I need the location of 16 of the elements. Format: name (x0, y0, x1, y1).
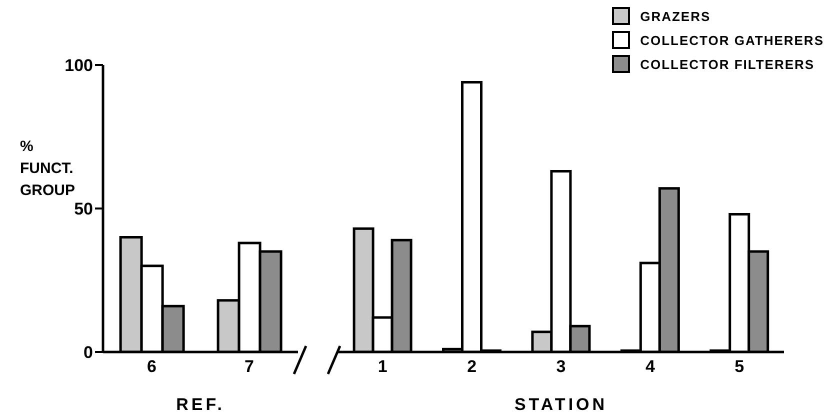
legend-label: GRAZERS (640, 8, 711, 24)
x-tick-label: 5 (734, 357, 744, 376)
y-tick-label: 0 (84, 343, 93, 362)
y-tick-label: 100 (64, 56, 93, 76)
x-tick-label: 6 (147, 357, 156, 376)
x-tick-label: 4 (645, 357, 656, 376)
x-axis-title: STATION (514, 395, 608, 412)
x-tick-label: 2 (467, 357, 477, 376)
x-tick-label: 7 (244, 357, 254, 376)
y-axis-title: % FUNCT. GROUP (20, 138, 76, 199)
x-axis-title: REF. (176, 395, 225, 412)
legend-label: COLLECTOR GATHERERS (640, 32, 824, 48)
x-tick-label: 3 (556, 357, 566, 376)
legend-label: COLLECTOR FILTERERS (640, 56, 815, 72)
x-tick-label: 1 (378, 357, 388, 376)
y-tick-label: 50 (74, 200, 93, 219)
